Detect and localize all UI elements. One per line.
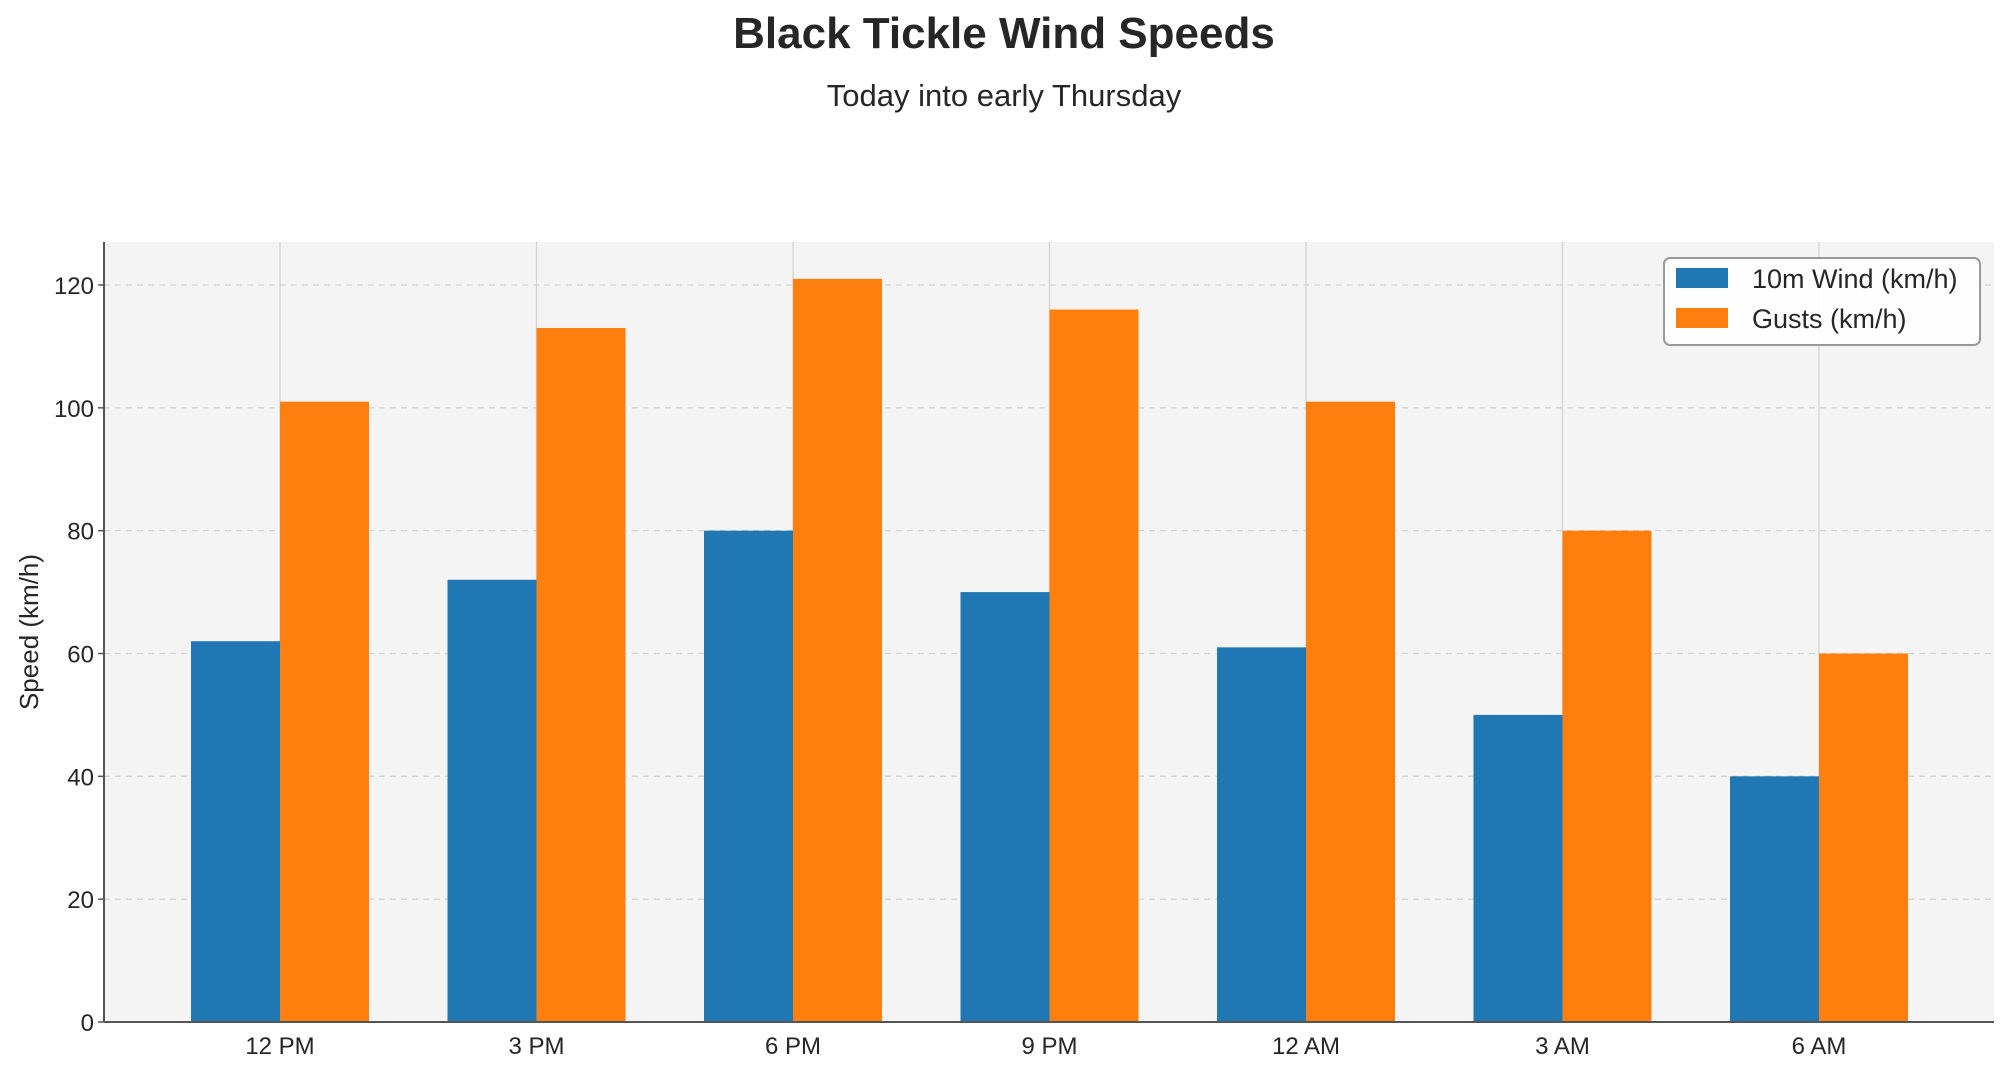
- y-tick-label: 80: [67, 519, 94, 546]
- gust-bar: [1049, 309, 1139, 1022]
- wind-bar: [704, 530, 793, 1022]
- y-tick-label: 60: [67, 641, 94, 668]
- y-axis-label: Speed (km/h): [14, 554, 44, 710]
- x-tick-label: 12 AM: [1272, 1033, 1340, 1060]
- wind-bar: [447, 579, 537, 1022]
- legend-swatch-gusts: [1676, 308, 1728, 328]
- x-tick-labels: 12 PM 3 PM 6 PM 9 PM 12 AM 3 AM 6 AM: [245, 1033, 1846, 1060]
- x-tick-label: 9 PM: [1021, 1033, 1077, 1060]
- bars: [191, 278, 1908, 1022]
- y-tick-label: 120: [54, 273, 94, 300]
- gust-bar: [280, 401, 369, 1022]
- y-tick-label: 20: [67, 887, 94, 914]
- chart-title: Black Tickle Wind Speeds: [733, 9, 1275, 58]
- gust-bar: [536, 327, 626, 1022]
- x-tick-label: 6 AM: [1792, 1033, 1847, 1060]
- wind-bar: [1217, 647, 1306, 1022]
- wind-bar: [960, 592, 1050, 1022]
- x-tick-label: 12 PM: [245, 1033, 314, 1060]
- gust-bar: [1306, 401, 1395, 1022]
- wind-bar: [1730, 776, 1819, 1022]
- legend-swatch-wind: [1676, 268, 1728, 288]
- legend-label-wind: 10m Wind (km/h): [1752, 264, 1958, 294]
- legend-box: [1663, 257, 1981, 346]
- gust-bar: [1562, 530, 1652, 1022]
- y-tick-label: 0: [81, 1010, 94, 1037]
- x-tick-label: 3 AM: [1535, 1033, 1590, 1060]
- gust-bar: [793, 278, 882, 1022]
- legend-label-gusts: Gusts (km/h): [1752, 304, 1907, 334]
- x-tick-label: 3 PM: [508, 1033, 564, 1060]
- y-tick-label: 100: [54, 396, 94, 423]
- legend: 10m Wind (km/h) Gusts (km/h): [1663, 257, 1981, 346]
- y-tick-labels: 0 20 40 60 80 100 120: [54, 273, 104, 1037]
- wind-bar: [191, 641, 280, 1022]
- y-tick-label: 40: [67, 764, 94, 791]
- x-tick-label: 6 PM: [765, 1033, 821, 1060]
- wind-bar: [1473, 714, 1563, 1022]
- gust-bar: [1819, 653, 1908, 1022]
- chart-subtitle: Today into early Thursday: [827, 78, 1182, 113]
